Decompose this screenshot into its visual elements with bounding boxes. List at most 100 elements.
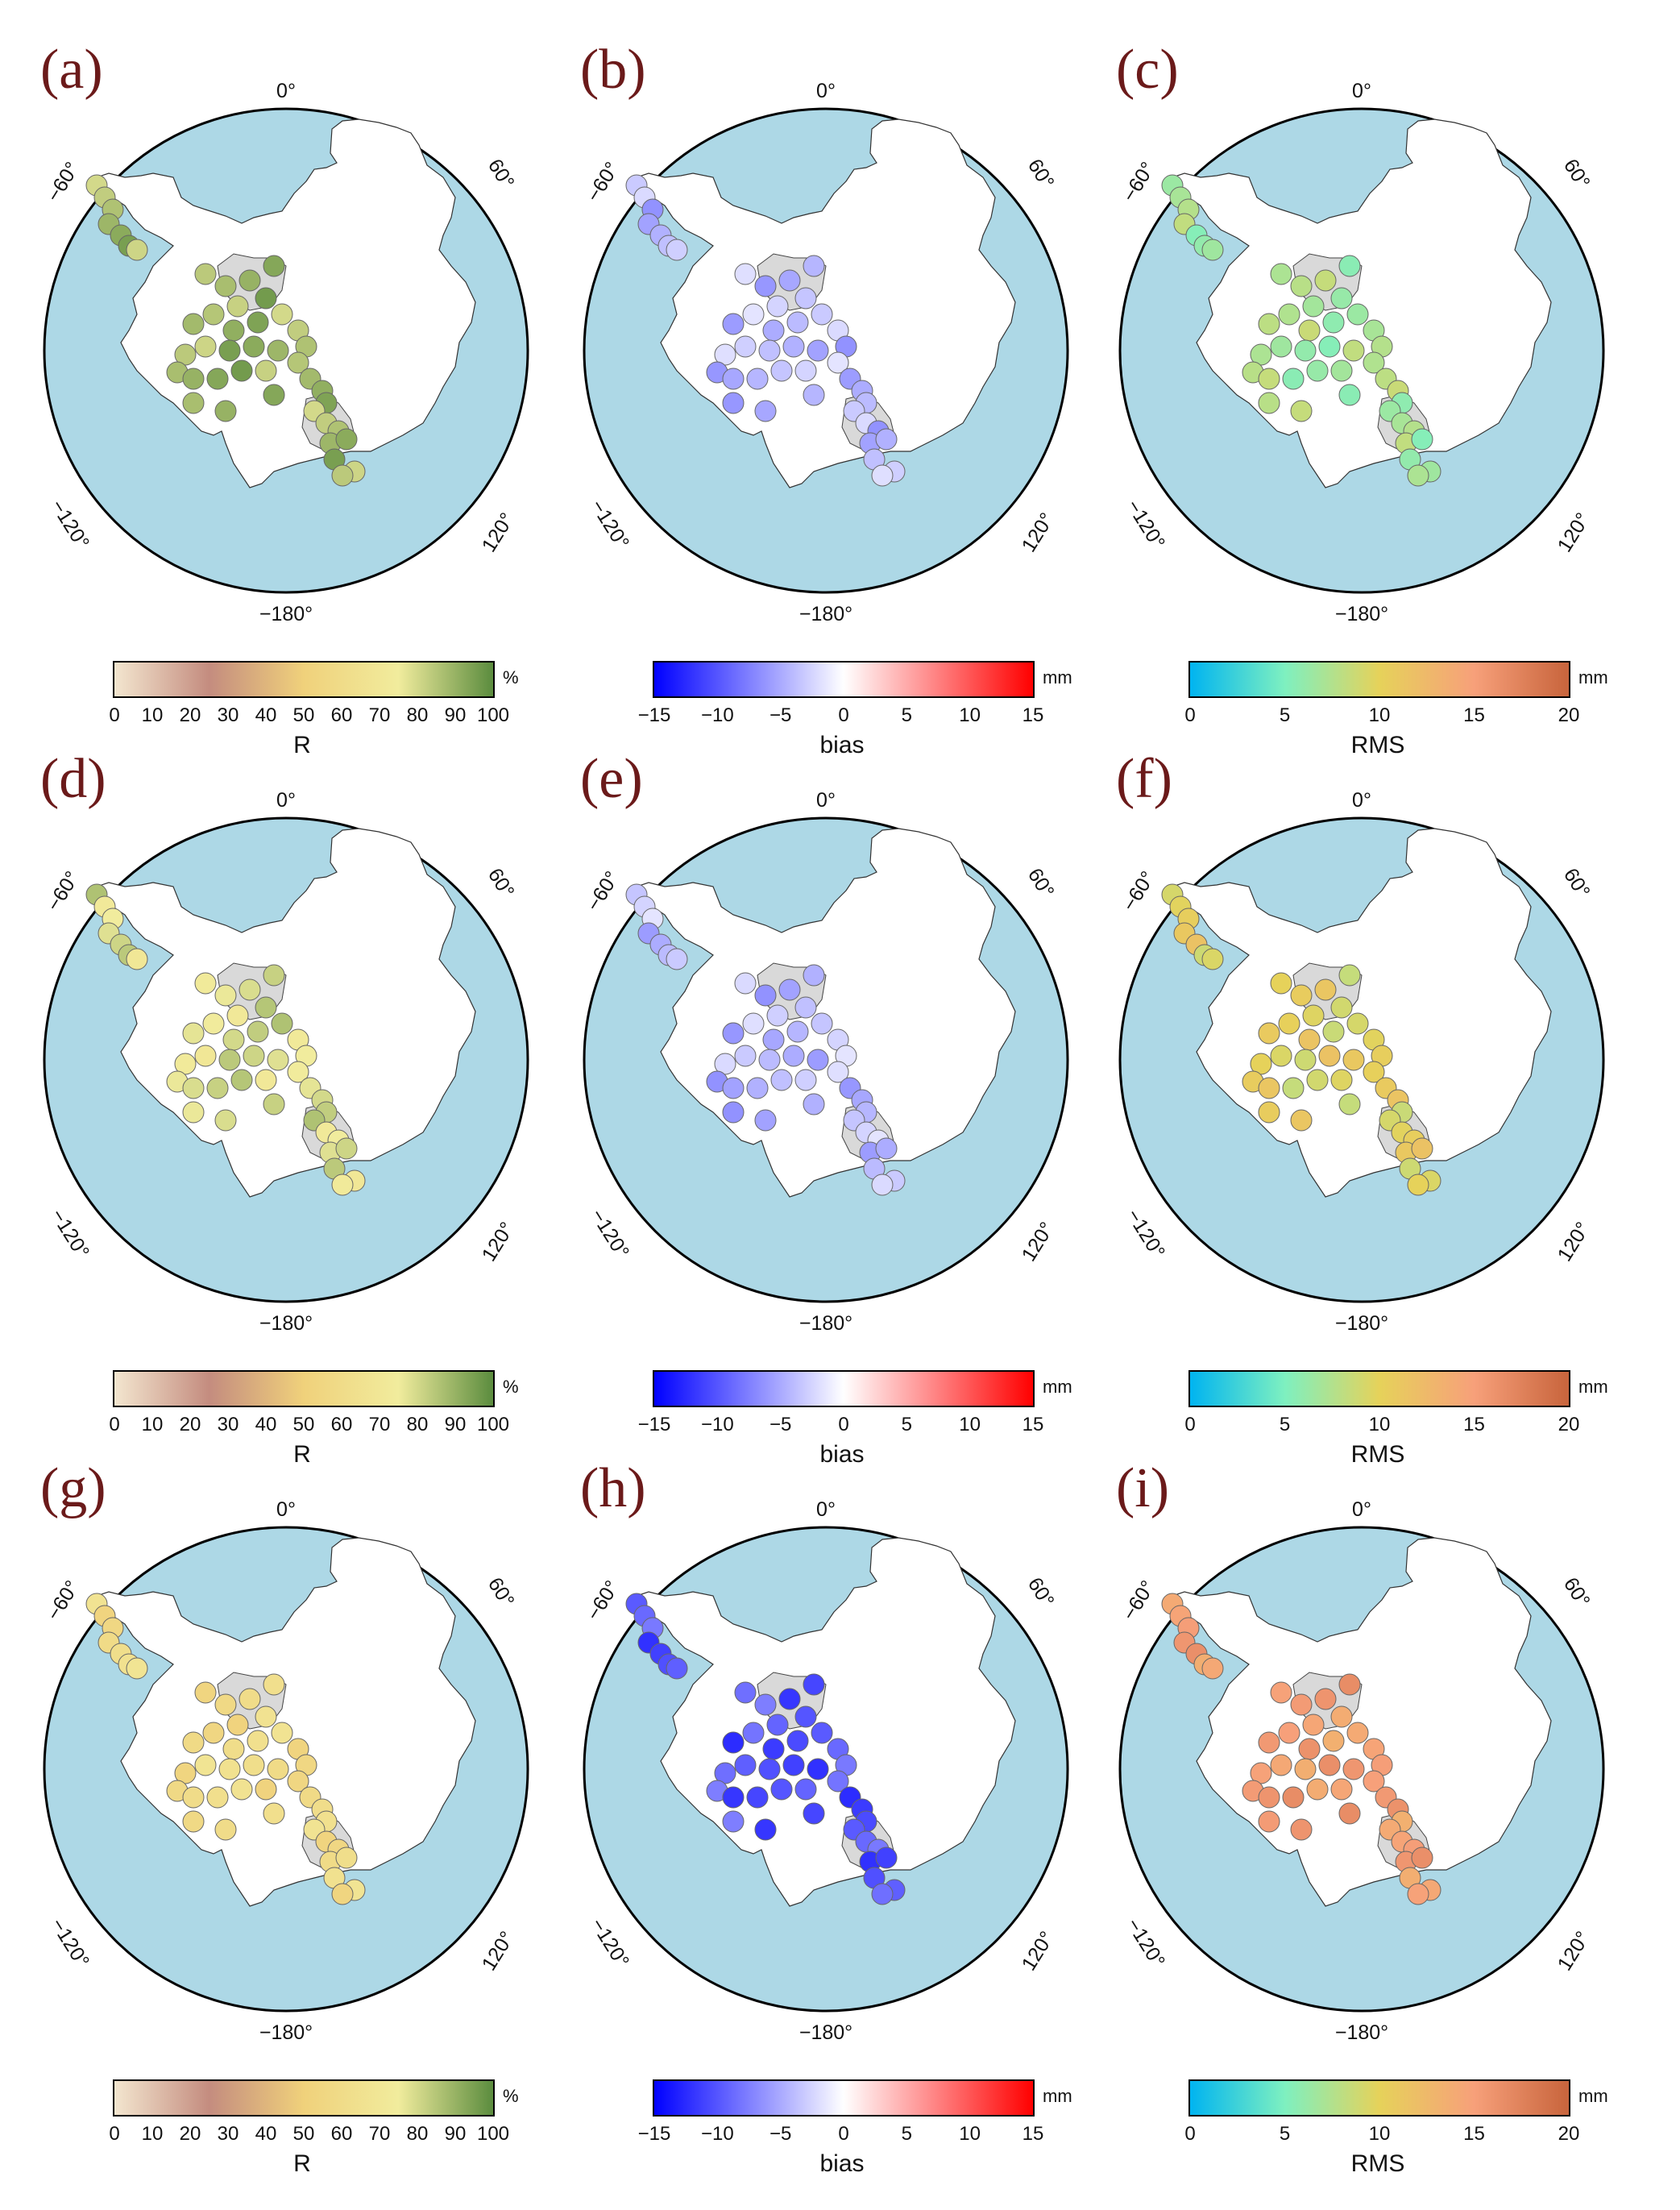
station-marker: [1330, 1705, 1353, 1728]
station-marker: [827, 351, 849, 374]
station-marker: [1270, 1681, 1292, 1704]
station-marker: [875, 1847, 898, 1869]
meridian-label: −60°: [582, 867, 624, 915]
station-marker: [1258, 1101, 1280, 1124]
station-marker: [1346, 1722, 1369, 1744]
station-marker: [1330, 1069, 1353, 1091]
panel-a: (a) 0° −180° 60° −60° 120° −120°% 0 10 20 30 40 50 60…: [32, 24, 548, 758]
station-marker: [871, 464, 894, 487]
station-marker: [1290, 1818, 1313, 1841]
meridian-label: 0°: [816, 789, 836, 812]
station-marker: [1314, 269, 1337, 292]
polar-map: 0° −180° 60° −60° 120° −120°: [1118, 789, 1605, 1335]
panel-label: (b): [580, 39, 646, 101]
station-marker: [827, 1061, 849, 1083]
station-marker: [770, 1069, 793, 1091]
colorbar-tick: 20: [1558, 2123, 1580, 2145]
station-marker: [271, 1722, 293, 1744]
station-marker: [239, 978, 261, 1001]
station-marker: [1338, 384, 1361, 406]
station-marker: [1201, 1657, 1224, 1680]
station-marker: [1342, 1758, 1365, 1780]
station-marker: [786, 1020, 809, 1043]
station-marker: [734, 972, 757, 995]
station-marker: [267, 1758, 289, 1780]
station-marker: [1258, 1810, 1280, 1833]
polar-map: 0° −180° 60° −60° 120° −120°: [582, 789, 1069, 1335]
colorbar-tick: 5: [1279, 1414, 1291, 1435]
station-marker: [1302, 1004, 1325, 1027]
station-marker: [1270, 335, 1292, 358]
station-marker: [811, 1722, 833, 1744]
colorbar-tick: 30: [217, 2123, 239, 2145]
meridian-label: −60°: [42, 1576, 84, 1624]
colorbar-title: RMS: [1350, 732, 1405, 758]
colorbar: [1188, 1370, 1570, 1407]
station-marker: [222, 1738, 245, 1760]
station-marker: [803, 384, 825, 406]
station-marker: [214, 400, 237, 422]
station-marker: [722, 1077, 745, 1099]
station-marker: [1278, 303, 1300, 326]
colorbar-tick: 5: [901, 1414, 913, 1435]
station-marker: [1258, 1077, 1280, 1099]
station-marker: [758, 1758, 781, 1780]
meridian-label: −120°: [1122, 1914, 1169, 1971]
station-marker: [766, 1714, 789, 1736]
station-marker: [1338, 1673, 1361, 1696]
colorbar-tick: 0: [838, 704, 849, 726]
station-marker: [194, 1045, 217, 1067]
meridian-label: −60°: [1118, 867, 1159, 915]
station-marker: [214, 275, 237, 297]
station-marker: [722, 313, 745, 335]
panel-g: (g) 0° −180° 60° −60° 120° −120°% 0 10 20 30 40 50 60…: [32, 1443, 548, 2177]
colorbar-title: R: [293, 2150, 311, 2177]
station-marker: [794, 359, 817, 382]
station-marker: [782, 1754, 805, 1776]
station-marker: [666, 239, 688, 261]
meridian-label: −180°: [259, 603, 313, 625]
station-marker: [754, 275, 777, 297]
station-marker: [1270, 1754, 1292, 1776]
meridian-label: 120°: [1553, 1927, 1595, 1975]
station-marker: [182, 1077, 205, 1099]
station-marker: [1306, 1778, 1329, 1801]
station-marker: [335, 1847, 358, 1869]
station-marker: [331, 1883, 354, 1905]
station-marker: [243, 1045, 265, 1067]
station-marker: [1346, 1012, 1369, 1035]
station-marker: [247, 1020, 269, 1043]
colorbar-tick: 70: [368, 2123, 391, 2145]
colorbar-tick: 50: [292, 1414, 315, 1435]
station-marker: [230, 1778, 253, 1801]
colorbar-tick: 70: [368, 704, 391, 726]
station-marker: [331, 1174, 354, 1196]
station-marker: [194, 1754, 217, 1776]
station-marker: [182, 1810, 205, 1833]
station-marker: [794, 996, 817, 1019]
station-marker: [263, 255, 285, 277]
meridian-label: 0°: [1352, 80, 1371, 102]
meridian-label: −120°: [1122, 1205, 1169, 1262]
colorbar-tick: 15: [1463, 704, 1485, 726]
station-marker: [722, 1101, 745, 1124]
station-marker: [1363, 1061, 1385, 1083]
colorbar-tick: 90: [444, 1414, 467, 1435]
station-marker: [1322, 1730, 1345, 1752]
colorbar-tick: 10: [141, 704, 164, 726]
station-marker: [734, 1045, 757, 1067]
station-marker: [871, 1883, 894, 1905]
meridian-label: −120°: [46, 496, 93, 553]
meridian-label: 0°: [276, 789, 296, 812]
station-marker: [335, 1137, 358, 1160]
meridian-label: 120°: [1018, 1927, 1059, 1975]
meridian-label: −120°: [46, 1205, 93, 1262]
station-marker: [754, 1109, 777, 1132]
panel-f: (f) 0° −180° 60° −60° 120° −120° mm 0 5 10 15 20 RMS: [1108, 733, 1624, 1468]
station-marker: [786, 1730, 809, 1752]
station-marker: [263, 384, 285, 406]
meridian-label: 0°: [816, 1498, 836, 1521]
station-marker: [746, 1786, 769, 1809]
station-marker: [247, 311, 269, 334]
colorbar-tick: 20: [1558, 704, 1580, 726]
